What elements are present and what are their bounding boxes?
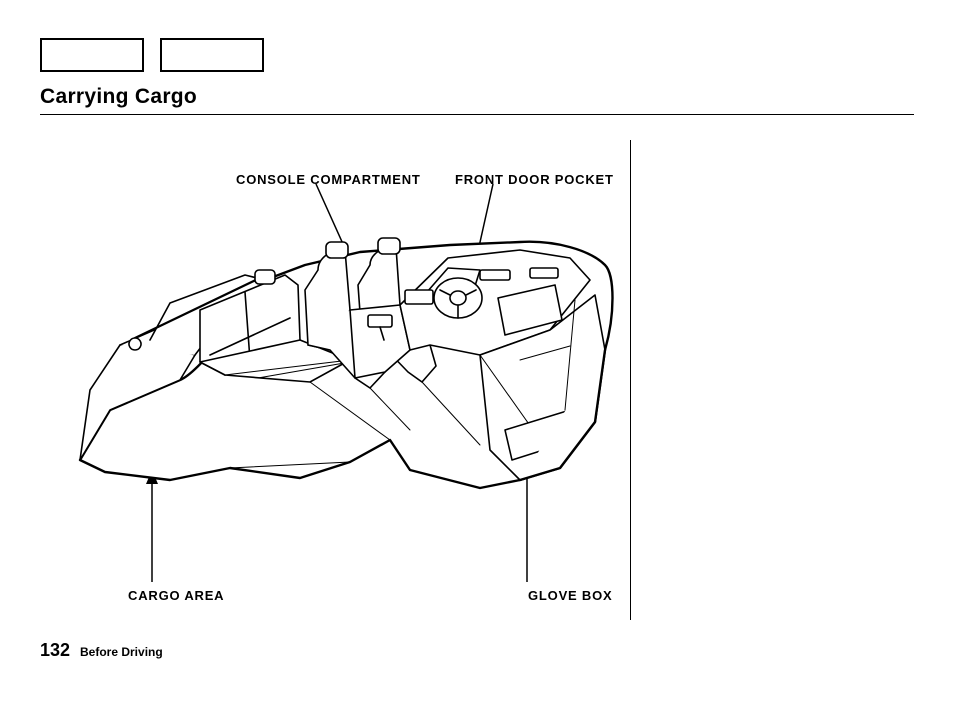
header-box-1 [40, 38, 144, 72]
steering-wheel [434, 278, 482, 318]
car-interior-illustration [50, 150, 630, 610]
page-title: Carrying Cargo [40, 85, 197, 109]
section-label: Before Driving [80, 645, 163, 659]
column-divider [630, 140, 631, 620]
header-box-2 [160, 38, 264, 72]
heading-rule [40, 114, 914, 115]
page-number: 132 [40, 640, 70, 661]
page-root: Carrying Cargo 132 Before Driving CONSOL… [0, 0, 954, 702]
diagram-container: CONSOLE COMPARTMENT FRONT DOOR POCKET CA… [50, 150, 630, 610]
leader-cargo-area [146, 470, 158, 582]
